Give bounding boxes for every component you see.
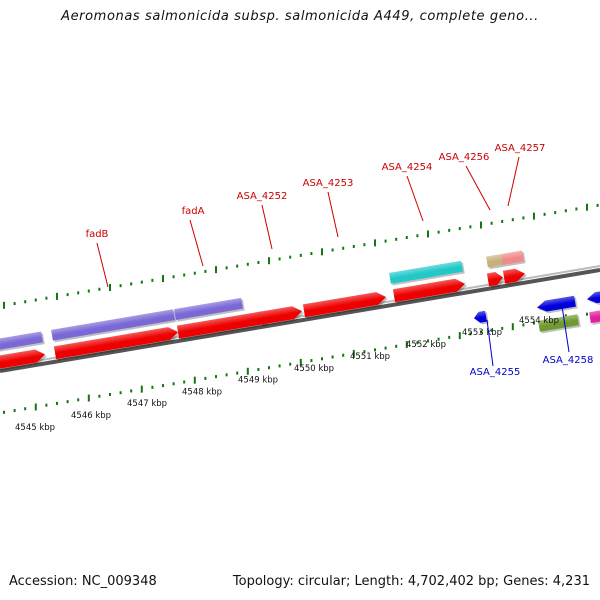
scale-label: 4548 kbp <box>182 388 222 398</box>
cyan-feature-shape <box>389 260 463 284</box>
forward-cds <box>392 278 467 304</box>
scale-label: 4554 kbp <box>519 316 559 326</box>
purple-feature <box>51 309 177 343</box>
forward-cds <box>486 272 505 288</box>
gene-leader-line <box>261 204 273 250</box>
olive-feature-shape <box>538 314 579 332</box>
gene-label-ASA_4252: ASA_4252 <box>237 191 288 202</box>
tan-feature-shape <box>486 254 503 268</box>
forward-cds-shape <box>258 306 302 325</box>
accession-text: Accession: NC_009348 <box>9 574 157 589</box>
gene-leader-line <box>327 191 339 238</box>
forward-cds <box>258 306 304 327</box>
genome-summary-text: Topology: circular; Length: 4,702,402 bp… <box>232 574 590 589</box>
gene-label-ASA_4255: ASA_4255 <box>470 367 521 378</box>
reverse-cds-shape <box>537 295 576 312</box>
reverse-cds-shape <box>474 310 487 323</box>
forward-cds <box>176 311 274 341</box>
reverse-cds-shape <box>587 289 600 304</box>
gene-leader-line <box>507 156 520 207</box>
gene-leader-line <box>96 242 109 288</box>
forward-cds-shape <box>0 349 45 370</box>
gene-leader-line <box>189 219 204 267</box>
purple-feature-shape <box>0 331 43 351</box>
forward-cds-shape <box>392 278 465 303</box>
forward-cds-shape <box>53 327 179 360</box>
tan-feature <box>486 254 505 270</box>
scale-label: 4552 kbp <box>406 340 446 350</box>
purple-feature <box>0 331 45 352</box>
gene-leader-line <box>465 165 491 211</box>
forward-cds-shape <box>502 268 525 284</box>
purple-feature-shape <box>174 297 243 320</box>
cyan-feature <box>389 260 465 286</box>
forward-cds <box>502 268 527 286</box>
backbone-line <box>0 268 600 373</box>
gene-label-fadB: fadB <box>86 229 109 240</box>
gene-leader-line <box>406 175 424 222</box>
gene-label-ASA_4258: ASA_4258 <box>543 355 594 366</box>
gene-label-ASA_4256: ASA_4256 <box>439 152 490 163</box>
scale-label: 4550 kbp <box>294 364 334 374</box>
pink-feature-shape <box>501 250 524 265</box>
forward-cds-shape <box>302 292 386 318</box>
scale-label: 4551 kbp <box>350 352 390 362</box>
scale-label: 4549 kbp <box>238 376 278 386</box>
reverse-cds <box>537 295 578 314</box>
purple-feature <box>174 297 245 322</box>
scale-label: 4545 kbp <box>15 423 55 433</box>
gene-label-fadA: fadA <box>182 206 205 217</box>
scale-label: 4547 kbp <box>127 399 167 409</box>
scale-label: 4553 kbp <box>462 328 502 338</box>
reverse-cds <box>474 310 489 325</box>
scale-label: 4546 kbp <box>71 411 111 421</box>
forward-cds-shape <box>486 272 504 287</box>
forward-cds <box>302 292 388 319</box>
gene-leader-line <box>486 319 494 367</box>
pink-feature <box>501 250 526 267</box>
gene-label-ASA_4253: ASA_4253 <box>303 178 354 189</box>
olive-feature <box>538 314 581 334</box>
gene-label-ASA_4257: ASA_4257 <box>495 143 546 154</box>
magenta-feature-shape <box>589 308 600 324</box>
gene-label-ASA_4254: ASA_4254 <box>382 162 433 173</box>
magenta-feature <box>589 308 600 325</box>
map-title: Aeromonas salmonicida subsp. salmonicida… <box>61 9 539 24</box>
forward-cds <box>53 327 180 361</box>
gene-leader-line <box>561 305 570 353</box>
forward-cds-shape <box>176 311 273 339</box>
reverse-cds <box>587 289 600 305</box>
forward-cds <box>0 349 47 371</box>
purple-feature-shape <box>51 309 175 341</box>
